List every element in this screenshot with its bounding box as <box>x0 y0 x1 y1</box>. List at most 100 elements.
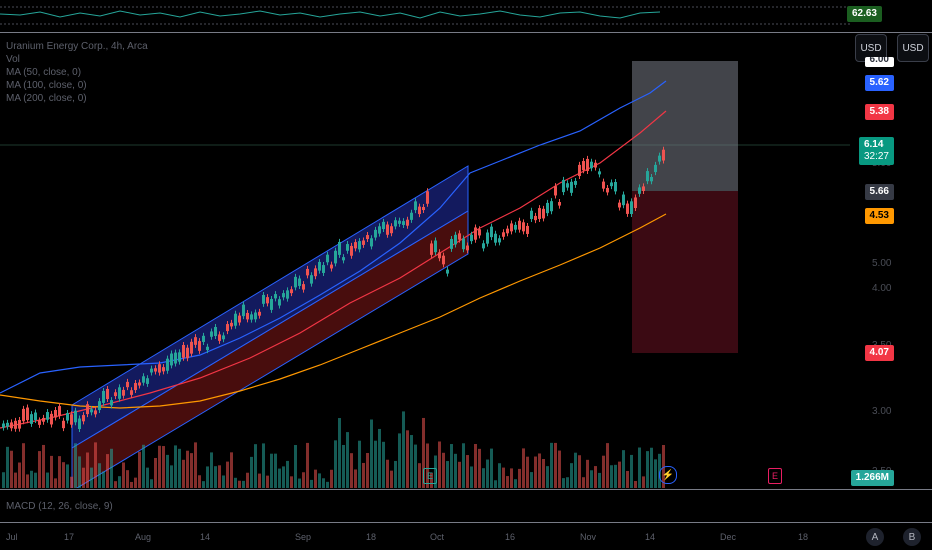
currency-button-secondary[interactable]: USD <box>897 34 929 62</box>
dividend-icon[interactable]: ⚡ <box>659 466 677 484</box>
volume-bar <box>22 443 25 488</box>
volume-bar <box>378 428 381 488</box>
volume-bar <box>358 440 361 488</box>
volume-bar <box>230 452 233 488</box>
candle <box>62 420 65 429</box>
earnings-marker[interactable]: E <box>423 468 437 484</box>
volume-bar <box>246 472 249 488</box>
volume-bar <box>306 442 309 488</box>
candle <box>114 392 117 397</box>
candle <box>326 254 329 263</box>
volume-bar <box>522 448 525 488</box>
candle <box>462 238 465 250</box>
candle <box>278 299 281 306</box>
volume-bar <box>502 467 505 488</box>
candle <box>394 220 397 227</box>
candle <box>662 149 665 161</box>
volume-bar <box>458 461 461 488</box>
volume-bar <box>174 445 177 488</box>
candle <box>354 242 357 249</box>
volume-bar <box>518 468 521 488</box>
channel-lower <box>71 210 469 488</box>
candle <box>426 191 429 204</box>
candle <box>610 182 613 187</box>
candle <box>18 420 21 429</box>
volume-bar <box>282 466 285 488</box>
candle <box>274 294 277 299</box>
volume-bar <box>434 455 437 488</box>
rsi-line-icon <box>0 6 850 25</box>
volume-bar <box>90 467 93 488</box>
volume-bar <box>66 464 69 488</box>
candle <box>542 208 545 219</box>
price-axis-label: 5.00 <box>872 258 892 269</box>
volume-bar <box>442 452 445 488</box>
price-axis[interactable]: 6.505.005.505.004.003.503.002.50 <box>850 33 932 488</box>
legend-vol[interactable]: Vol <box>6 54 20 65</box>
candle <box>470 234 473 242</box>
volume-bar <box>482 468 485 488</box>
candle <box>194 337 197 345</box>
candle <box>190 341 193 354</box>
legend-ma100[interactable]: MA (100, close, 0) <box>6 80 87 91</box>
volume-bar <box>142 444 145 488</box>
candle <box>370 238 373 247</box>
volume-bar <box>242 480 245 488</box>
volume-bar <box>486 459 489 488</box>
symbol-title[interactable]: Uranium Energy Corp., 4h, Arca <box>6 41 148 52</box>
candle <box>330 264 333 269</box>
candle <box>598 171 601 175</box>
candle <box>198 341 201 351</box>
candle <box>38 420 41 425</box>
auto-scale-button[interactable]: A <box>866 528 884 546</box>
time-axis-label: 14 <box>645 532 656 542</box>
candle <box>482 243 485 249</box>
scale-button[interactable]: B <box>903 528 921 546</box>
candle <box>450 238 453 249</box>
volume-bar <box>226 461 229 488</box>
legend-ma200[interactable]: MA (200, close, 0) <box>6 93 87 104</box>
volume-bar <box>514 479 517 488</box>
candle <box>550 201 553 212</box>
volume-bar <box>534 456 537 488</box>
candle <box>138 382 141 386</box>
volume-bar <box>86 452 89 488</box>
candle <box>338 241 341 255</box>
candle <box>494 233 497 243</box>
candle <box>262 294 265 304</box>
time-axis-label: 17 <box>64 532 75 542</box>
time-axis-label: 14 <box>200 532 211 542</box>
volume-bar <box>454 453 457 488</box>
macd-legend[interactable]: MACD (12, 26, close, 9) <box>6 501 113 512</box>
volume-bar <box>206 466 209 488</box>
volume-bar <box>538 453 541 488</box>
price-chart[interactable] <box>0 33 850 488</box>
volume-bar <box>354 469 357 488</box>
volume-bar <box>154 457 157 488</box>
volume-bar <box>578 455 581 488</box>
candle <box>246 312 249 320</box>
volume-bar <box>366 453 369 488</box>
earnings-marker-upcoming[interactable]: E <box>768 468 782 484</box>
volume-bar <box>590 470 593 488</box>
time-axis-label: Oct <box>430 532 445 542</box>
volume-bar <box>82 467 85 488</box>
candle <box>574 180 577 185</box>
candle <box>178 352 181 362</box>
volume-bar <box>622 450 625 488</box>
volume-bar <box>346 432 349 488</box>
volume-bar <box>558 450 561 488</box>
candle <box>294 276 297 288</box>
candle <box>310 275 313 284</box>
pane-divider-macd <box>0 489 932 490</box>
volume-bar <box>650 447 653 488</box>
volume-bar <box>102 471 105 488</box>
volume-bar <box>446 461 449 488</box>
candle <box>486 232 489 244</box>
last-price: 6.14 <box>863 139 884 150</box>
candle <box>214 327 217 336</box>
candle <box>10 422 13 429</box>
rsi-value-tag: 62.63 <box>846 6 882 22</box>
legend-ma50[interactable]: MA (50, close, 0) <box>6 67 82 78</box>
candle <box>90 409 93 413</box>
